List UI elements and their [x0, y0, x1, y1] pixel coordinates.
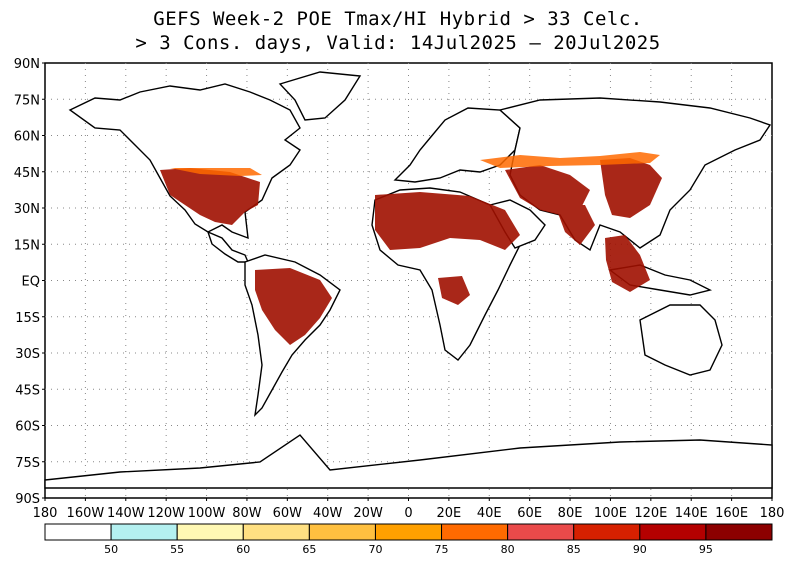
colorbar-label: 85: [567, 543, 581, 556]
longitude-label: 40E: [477, 506, 502, 521]
longitude-label: 140E: [675, 506, 708, 521]
longitude-label: 180: [760, 506, 785, 521]
latitude-label: EQ: [22, 275, 40, 290]
longitude-label: 120E: [634, 506, 667, 521]
colorbar-swatch: [176, 523, 244, 541]
shading-north-africa: [375, 192, 520, 250]
colorbar-swatch: [705, 523, 773, 541]
colorbar-label: 60: [236, 543, 250, 556]
shading-edge-eurasia: [480, 152, 660, 168]
colorbar-label: 90: [633, 543, 647, 556]
latitude-label: 30N: [14, 202, 40, 217]
shading-edge-north-america: [170, 168, 262, 176]
colorbar-swatch: [44, 523, 112, 541]
longitude-label: 80W: [232, 506, 262, 521]
colorbar-label: 50: [104, 543, 118, 556]
longitude-label: 180: [33, 506, 58, 521]
shading-south-america: [255, 268, 332, 345]
latitude-label: 45N: [14, 166, 40, 181]
colorbar-swatch: [242, 523, 310, 541]
longitude-label: 80E: [558, 506, 583, 521]
shading-north-america: [160, 168, 260, 225]
longitude-label: 60E: [517, 506, 542, 521]
colorbar-label: 95: [699, 543, 713, 556]
probability-shading: [160, 158, 662, 345]
shading-south-asia: [555, 205, 595, 245]
latitude-label: 75S: [15, 456, 40, 471]
colorbar-swatch: [441, 523, 509, 541]
shading-middle-east: [505, 165, 590, 215]
shading-southeast-asia: [605, 235, 650, 292]
longitude-labels: 180 160W 140W 120W 100W 80W 60W 40W 20W 0 20E 40E 60…: [33, 498, 785, 521]
latitude-label: 45S: [15, 383, 40, 398]
shading-central-africa: [438, 276, 470, 305]
colorbar-swatch: [374, 523, 443, 541]
longitude-label: 20E: [437, 506, 462, 521]
latitude-label: 60S: [15, 420, 40, 435]
shading-east-asia: [600, 158, 662, 218]
colorbar-swatch: [308, 523, 376, 541]
longitude-label: 40W: [313, 506, 343, 521]
longitude-label: 140W: [107, 506, 145, 521]
longitude-label: 100E: [594, 506, 627, 521]
colorbar-label: 75: [435, 543, 449, 556]
longitude-label: 0: [404, 506, 412, 521]
latitude-label: 60N: [14, 130, 40, 145]
longitude-label: 120W: [147, 506, 185, 521]
colorbar-label: 65: [302, 543, 316, 556]
colorbar: 50 55 60 65 70 75 80 85 90 95: [44, 523, 773, 556]
latitude-label: 90S: [15, 492, 40, 507]
longitude-label: 100W: [188, 506, 226, 521]
latitude-label: 90N: [14, 57, 40, 72]
colorbar-swatch: [573, 523, 641, 541]
colorbar-label: 70: [368, 543, 382, 556]
longitude-label: 160E: [715, 506, 748, 521]
latitude-label: 15S: [15, 311, 40, 326]
latitude-label: 75N: [14, 93, 40, 108]
colorbar-swatch: [507, 523, 575, 541]
map-title-line1: GEFS Week-2 POE Tmax/HI Hybrid > 33 Celc…: [153, 8, 643, 30]
colorbar-label: 80: [501, 543, 515, 556]
latitude-label: 15N: [14, 238, 40, 253]
colorbar-swatch: [110, 523, 178, 541]
greenland: [278, 71, 362, 121]
latitude-labels: 90N 75N 60N 45N 30N 15N EQ 15S 30S 45S 60S 75S 90S: [14, 57, 45, 507]
latitude-label: 30S: [15, 347, 40, 362]
map-title-line2: > 3 Cons. days, Valid: 14Jul2025 – 20Jul…: [135, 32, 661, 54]
longitude-label: 20W: [353, 506, 383, 521]
map-plot-area: 90N 75N 60N 45N 30N 15N EQ 15S 30S 45S 60S 75S 90S 1…: [14, 57, 785, 521]
longitude-label: 160W: [67, 506, 105, 521]
colorbar-swatch: [639, 523, 707, 541]
australia: [639, 304, 723, 376]
probability-shading-edges: [170, 152, 660, 176]
antarctica: [44, 434, 773, 489]
longitude-label: 60W: [273, 506, 303, 521]
colorbar-label: 55: [170, 543, 184, 556]
